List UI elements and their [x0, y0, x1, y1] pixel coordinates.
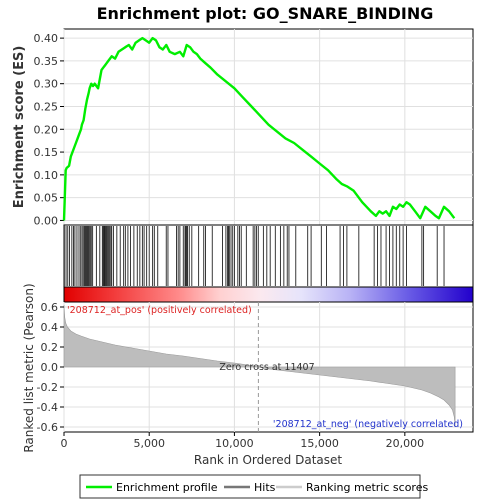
metric-x-axis: 0 5,000 10,000 15,000 20,000: [61, 432, 425, 450]
legend-item-ranking-metric: Ranking metric scores: [276, 481, 428, 494]
metric-panel: -0.6 -0.4 -0.2 0.0 0.2 0.4 0.6 0 5,000 10,000 15,…: [22, 283, 474, 467]
ranking-metric-area: [63, 304, 456, 428]
metric-y-tick-label-0: -0.6: [37, 421, 58, 434]
metric-y-tick-label-3: 0.0: [41, 361, 59, 374]
es-y-tick-label-3: 0.15: [34, 146, 59, 159]
hits-marks: [63, 226, 445, 286]
metric-y-tick-label-1: -0.4: [37, 401, 58, 414]
pos-correlated-label: '208712_at_pos' (positively correlated): [67, 305, 252, 316]
metric-x-tick-label-0: 0: [61, 437, 68, 450]
es-y-tick-label-2: 0.10: [34, 169, 59, 182]
neg-correlated-label: '208712_at_neg' (negatively correlated): [273, 419, 463, 430]
es-y-tick-label-5: 0.25: [34, 100, 59, 113]
es-y-axis-label: Enrichment score (ES): [12, 46, 27, 209]
metric-y-tick-label-6: 0.6: [41, 301, 59, 314]
metric-x-tick-label-4: 20,000: [386, 437, 425, 450]
es-panel: 0.00 0.05 0.10 0.15 0.20 0.25 0.30 0.35 0.40 Enr…: [12, 28, 474, 227]
metric-x-axis-label: Rank in Ordered Dataset: [194, 453, 342, 467]
es-y-tick-label-7: 0.35: [34, 55, 59, 68]
es-y-tick-label-4: 0.20: [34, 123, 59, 136]
legend-item-enrichment-profile: Enrichment profile: [86, 481, 218, 494]
metric-y-axis-label: Ranked list metric (Pearson): [22, 283, 36, 452]
legend-label-hits: Hits: [254, 481, 276, 494]
es-y-tick-label-6: 0.30: [34, 78, 59, 91]
legend: Enrichment profile Hits Ranking metric s…: [79, 474, 428, 499]
legend-item-hits: Hits: [224, 481, 276, 494]
enrichment-profile-line: [62, 36, 456, 221]
es-plot-area: [63, 28, 474, 226]
zero-cross-label: Zero cross at 11407: [219, 362, 314, 373]
hits-panel: [63, 224, 474, 303]
chart-title: Enrichment plot: GO_SNARE_BINDING: [97, 4, 434, 23]
metric-x-tick-label-2: 10,000: [215, 437, 254, 450]
metric-grid: [63, 302, 473, 432]
metric-x-tick-label-3: 15,000: [300, 437, 339, 450]
metric-y-tick-label-4: 0.2: [41, 341, 59, 354]
es-y-tick-label-0: 0.00: [34, 214, 59, 227]
es-grid: [63, 29, 473, 225]
legend-label-ranking: Ranking metric scores: [306, 481, 428, 494]
metric-y-tick-label-5: 0.4: [41, 321, 59, 334]
metric-y-tick-label-2: -0.2: [37, 381, 58, 394]
es-y-tick-label-8: 0.40: [34, 32, 59, 45]
es-y-axis: 0.00 0.05 0.10 0.15 0.20 0.25 0.30 0.35 0.40: [34, 32, 64, 227]
rank-color-bar: [63, 286, 474, 303]
hits-area: [63, 224, 474, 288]
legend-label-enrichment: Enrichment profile: [116, 481, 218, 494]
metric-y-axis: -0.6 -0.4 -0.2 0.0 0.2 0.4 0.6: [37, 301, 64, 434]
es-y-tick-label-1: 0.05: [34, 192, 59, 205]
metric-x-tick-label-1: 5,000: [133, 437, 165, 450]
